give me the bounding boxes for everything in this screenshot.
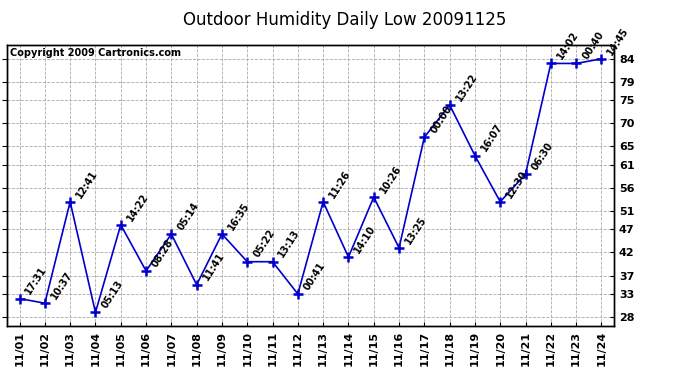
Text: 10:37: 10:37 [49,270,75,301]
Text: 05:13: 05:13 [99,279,125,310]
Text: 11:26: 11:26 [327,168,353,200]
Text: 13:13: 13:13 [277,228,302,260]
Text: 08:28: 08:28 [150,237,176,269]
Text: 00:40: 00:40 [580,30,606,61]
Text: 13:22: 13:22 [454,71,479,103]
Text: Outdoor Humidity Daily Low 20091125: Outdoor Humidity Daily Low 20091125 [184,11,506,29]
Text: 12:30: 12:30 [504,168,530,200]
Text: 05:14: 05:14 [175,200,201,232]
Text: 05:22: 05:22 [251,228,277,260]
Text: 06:30: 06:30 [530,141,555,172]
Text: 14:02: 14:02 [555,30,580,61]
Text: 16:07: 16:07 [479,122,504,153]
Text: 16:35: 16:35 [226,200,251,232]
Text: 00:00: 00:00 [428,104,454,135]
Text: 11:41: 11:41 [201,251,226,283]
Text: 17:31: 17:31 [23,265,49,296]
Text: 13:25: 13:25 [403,214,428,246]
Text: 14:10: 14:10 [353,224,378,255]
Text: 12:41: 12:41 [75,168,99,200]
Text: 14:45: 14:45 [606,25,631,57]
Text: 10:26: 10:26 [378,164,403,195]
Text: Copyright 2009 Cartronics.com: Copyright 2009 Cartronics.com [10,48,181,58]
Text: 14:22: 14:22 [125,191,150,223]
Text: 00:41: 00:41 [302,260,327,292]
